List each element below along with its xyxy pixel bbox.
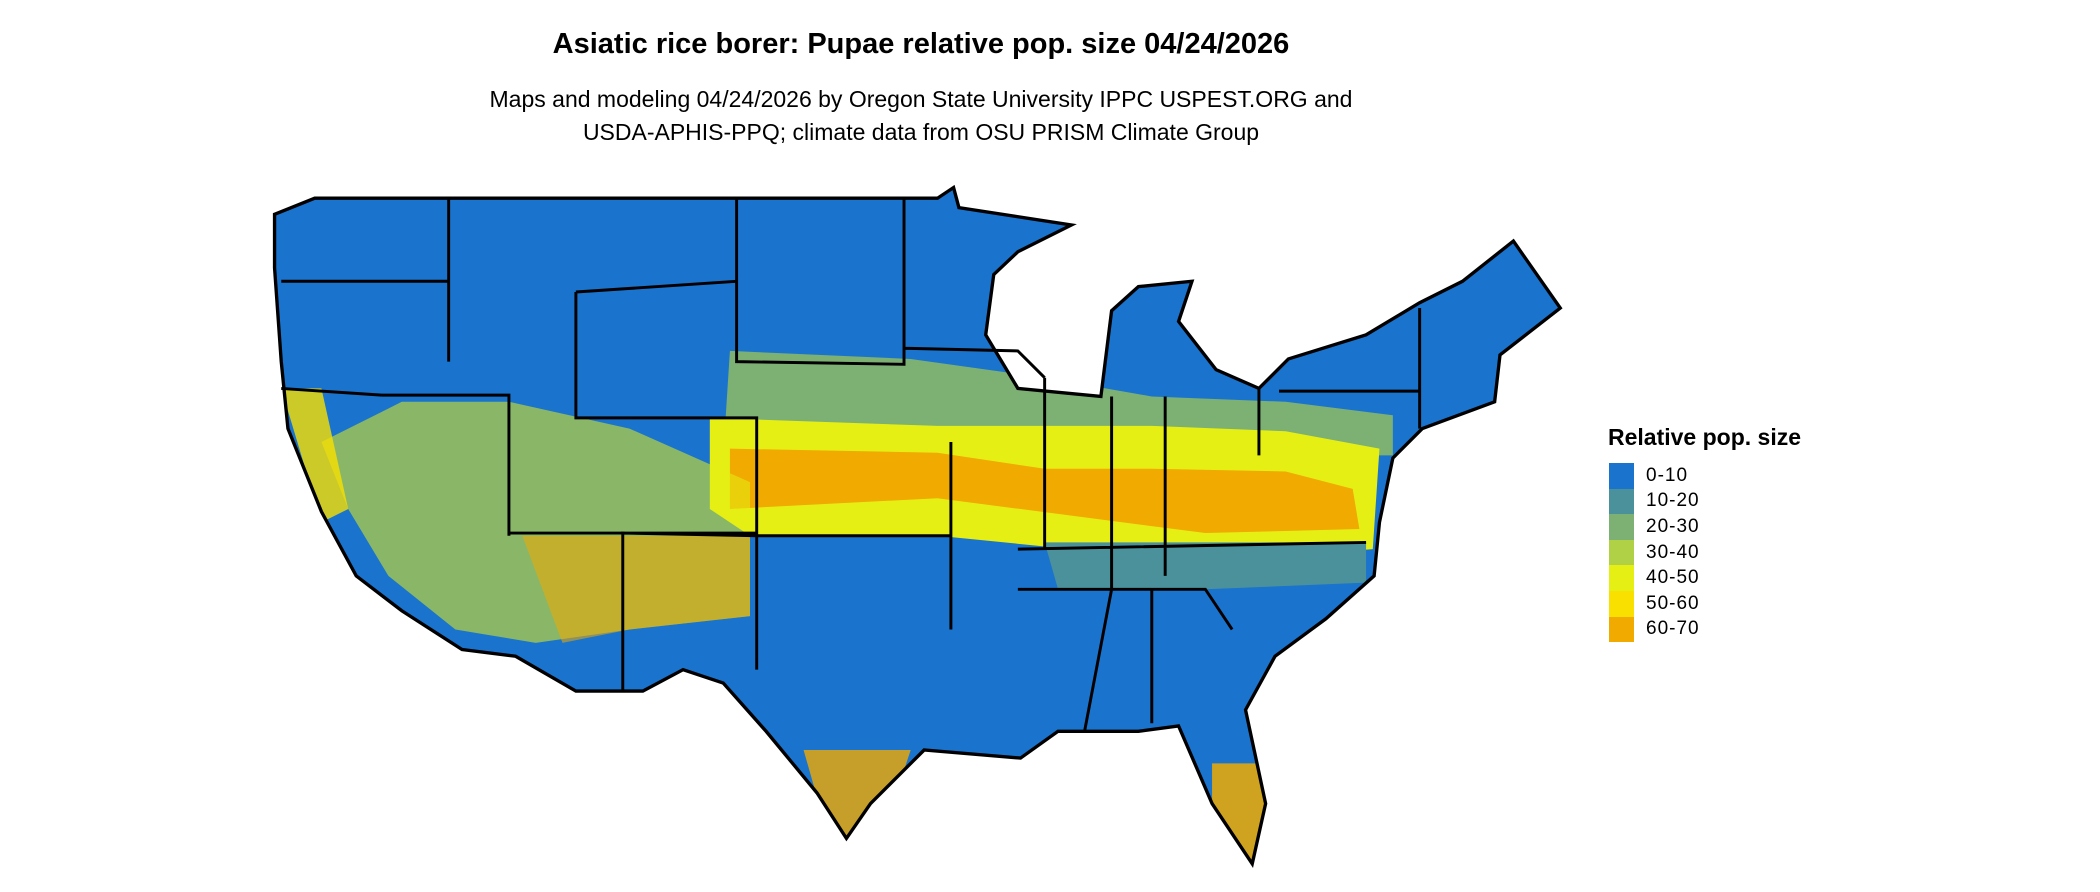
legend-item: 60-70 [1609, 616, 1801, 643]
legend-label: 20-30 [1646, 515, 1700, 537]
legend-item: 40-50 [1609, 565, 1801, 591]
legend-title: Relative pop. size [1608, 424, 1802, 450]
legend-swatch [1609, 565, 1634, 591]
map-subtitle-line2: USDA-APHIS-PPQ; climate data from OSU PR… [582, 119, 1260, 145]
legend-item: 20-30 [1609, 514, 1801, 540]
map-subtitle-line1: Maps and modeling 04/24/2026 by Oregon S… [489, 86, 1353, 112]
legend-label: 0-10 [1646, 464, 1689, 486]
legend-item: 10-20 [1609, 488, 1801, 515]
legend-swatch [1609, 488, 1634, 515]
zone-southwest-high [522, 535, 750, 643]
zone-california [281, 388, 349, 523]
legend-item: 30-40 [1609, 539, 1801, 566]
legend-label: 60-70 [1646, 618, 1700, 640]
legend-swatch [1609, 539, 1634, 566]
legend-item: 50-60 [1609, 590, 1801, 617]
legend-label: 40-50 [1646, 567, 1700, 589]
legend-swatch [1609, 616, 1634, 643]
legend-swatch [1609, 514, 1634, 540]
legend-swatch [1609, 463, 1634, 489]
zone-south-florida [1212, 763, 1266, 864]
legend-label: 50-60 [1646, 592, 1700, 614]
legend: Relative pop. size 0-10 10-20 20-30 30-40 40… [1608, 424, 1802, 643]
state-borders [272, 185, 1562, 866]
legend-item: 0-10 [1609, 463, 1801, 489]
zone-10-20 [1044, 542, 1367, 590]
map-title: Asiatic rice borer: Pupae relative pop. … [552, 28, 1290, 60]
legend-label: 10-20 [1646, 490, 1700, 512]
legend-swatch [1609, 590, 1634, 617]
legend-label: 30-40 [1646, 541, 1700, 563]
